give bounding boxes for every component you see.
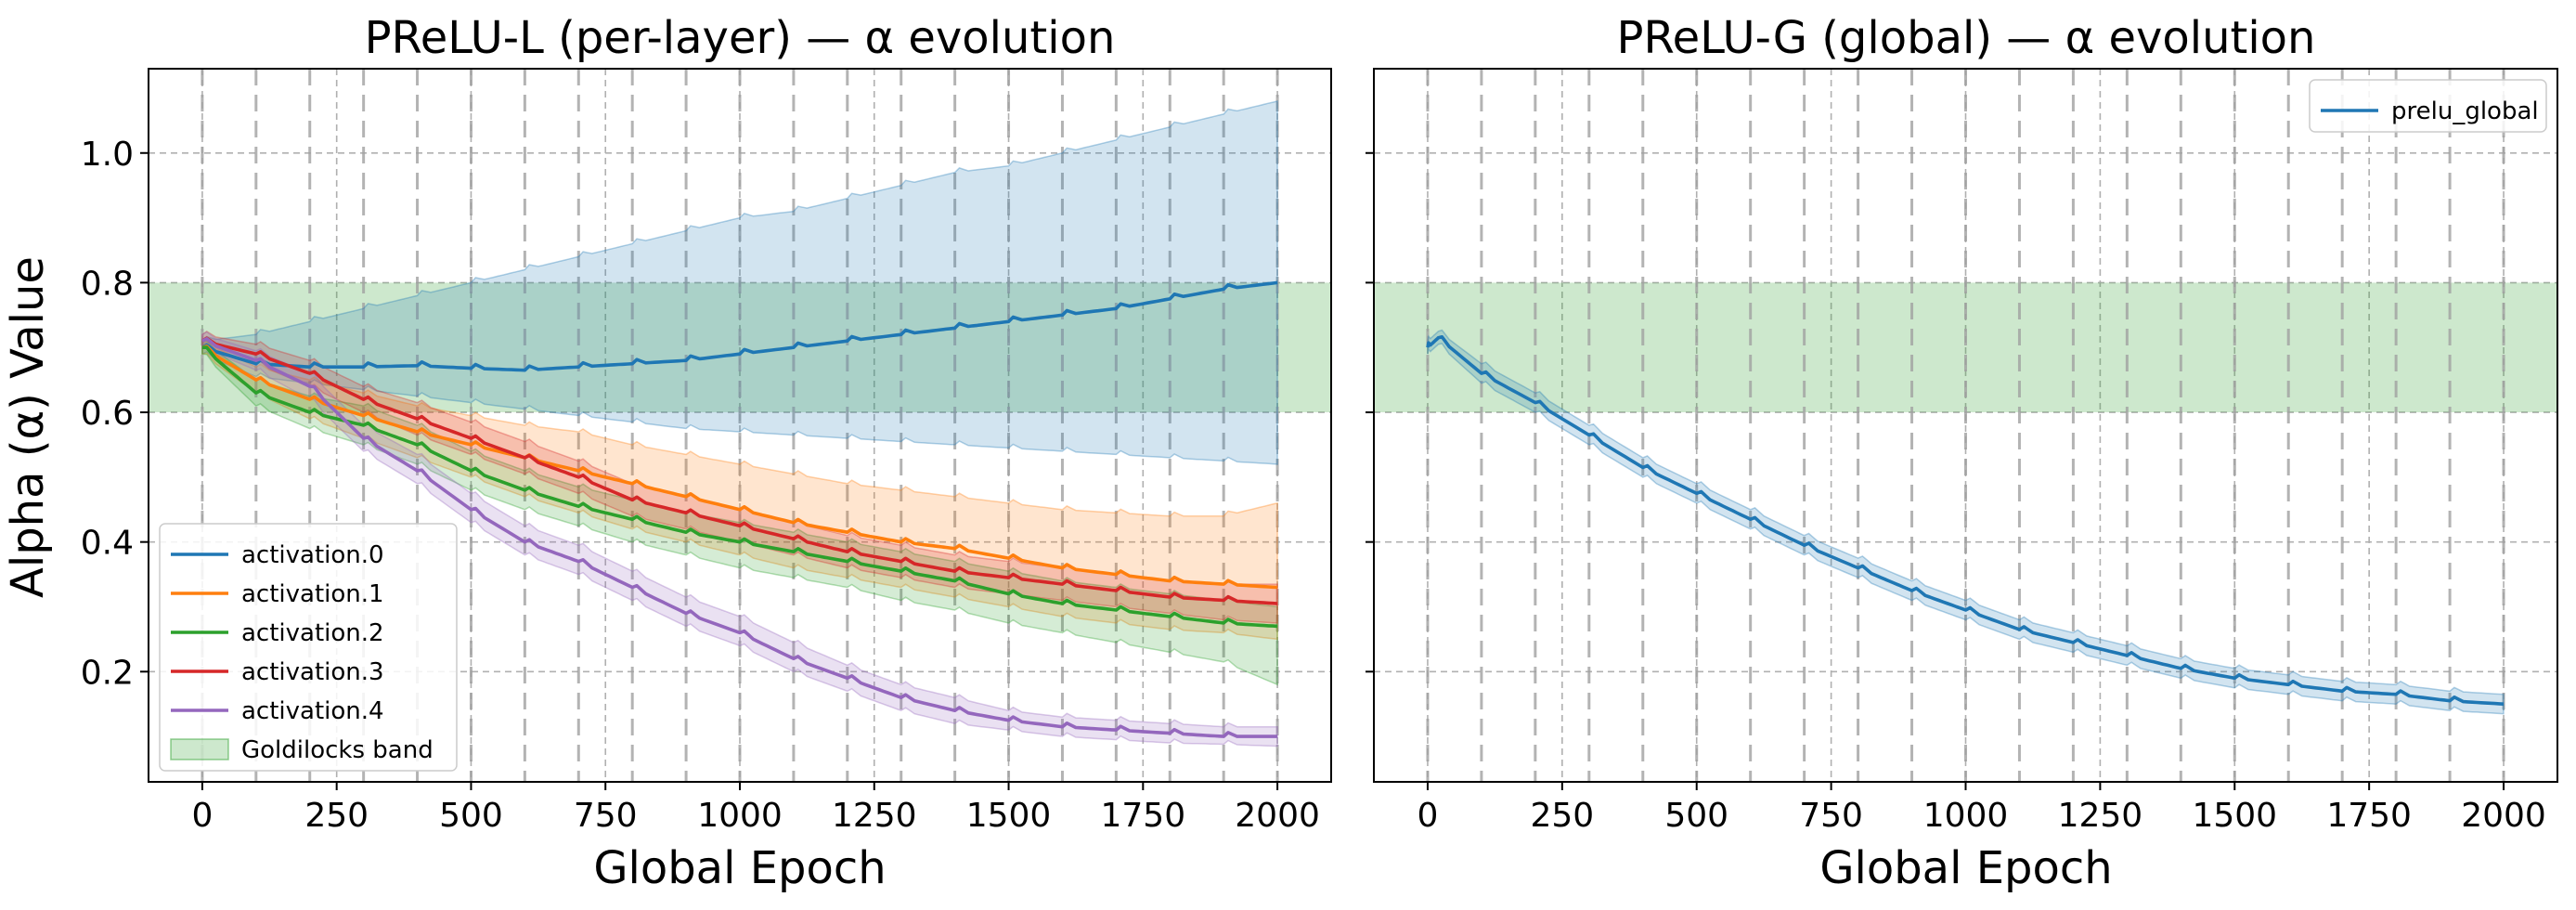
x-axis-label-left: Global Epoch bbox=[593, 842, 886, 894]
line-activation-0 bbox=[201, 280, 1278, 372]
x-tick-label-r-1: 250 bbox=[1530, 797, 1594, 835]
plot-area-right: 0 250 500 750 1000 1250 1500 1750 2000 prelu_glob… bbox=[1366, 68, 2558, 835]
x-tick-label-l-3: 750 bbox=[574, 797, 638, 835]
x-tick-label-r-0: 0 bbox=[1417, 797, 1439, 835]
x-tick-label-r-7: 1750 bbox=[2326, 797, 2412, 835]
legend-swatch-goldilocks bbox=[170, 738, 229, 760]
x-tick-label-r-3: 750 bbox=[1799, 797, 1863, 835]
band-activation-1 bbox=[201, 338, 1278, 641]
legend-label-r-0: prelu_global bbox=[2391, 98, 2539, 125]
x-tick-label-l-2: 500 bbox=[439, 797, 503, 835]
plot-area-left: 0 250 500 750 1000 1250 1500 1750 2000 0.2 0.4 0.6 0… bbox=[81, 68, 1332, 835]
chart-title-left: PReLU-L (per-layer) — α evolution bbox=[365, 12, 1116, 64]
y-tick-label-l-2: 0.6 bbox=[81, 395, 134, 433]
legend-box-l bbox=[159, 523, 458, 772]
legend-label-l-5: Goldilocks band bbox=[241, 736, 434, 764]
x-tick-label-l-8: 2000 bbox=[1235, 797, 1320, 835]
line-activation-1 bbox=[201, 344, 1278, 590]
legend-label-l-1: activation.1 bbox=[241, 580, 384, 608]
x-tick-label-l-1: 250 bbox=[304, 797, 369, 835]
line-prelu_global bbox=[1426, 335, 2505, 706]
legend-label-l-2: activation.2 bbox=[241, 619, 384, 647]
y-tick-label-l-0: 0.2 bbox=[81, 654, 134, 692]
band-activation-3 bbox=[201, 331, 1278, 624]
y-axis-label: Alpha (α) Value bbox=[2, 256, 54, 598]
x-tick-label-l-7: 1750 bbox=[1101, 797, 1186, 835]
y-tick-label-l-3: 0.8 bbox=[81, 265, 134, 303]
legend-r: prelu_global bbox=[2309, 79, 2547, 133]
band-activation-2 bbox=[201, 339, 1278, 686]
x-tick-label-r-4: 1000 bbox=[1923, 797, 2009, 835]
x-tick-label-l-5: 1250 bbox=[832, 797, 917, 835]
legend-box-r bbox=[2309, 79, 2547, 133]
x-tick-label-r-8: 2000 bbox=[2461, 797, 2546, 835]
legend-l: activation.0 activation.1 activation.2 acti… bbox=[159, 523, 458, 772]
line-activation-2 bbox=[201, 345, 1278, 629]
x-tick-label-r-2: 500 bbox=[1664, 797, 1728, 835]
x-tick-label-l-4: 1000 bbox=[697, 797, 783, 835]
legend-label-l-3: activation.3 bbox=[241, 658, 384, 686]
chart-title-right: PReLU-G (global) — α evolution bbox=[1617, 12, 2316, 64]
x-tick-label-l-6: 1500 bbox=[966, 797, 1052, 835]
line-activation-3 bbox=[201, 336, 1278, 605]
band-activation-0 bbox=[201, 99, 1278, 465]
x-tick-label-l-0: 0 bbox=[191, 797, 213, 835]
y-tick-label-l-4: 1.0 bbox=[81, 136, 134, 174]
panel-prelu-g: PReLU-G (global) — α evolution Global Ep… bbox=[1366, 12, 2558, 894]
band-prelu_global bbox=[1427, 329, 2505, 715]
panel-prelu-l: PReLU-L (per-layer) — α evolution Global… bbox=[2, 12, 1332, 894]
x-tick-label-r-6: 1500 bbox=[2192, 797, 2277, 835]
x-axis-label-right: Global Epoch bbox=[1819, 842, 2112, 894]
x-tick-label-r-5: 1250 bbox=[2058, 797, 2143, 835]
line-activation-4 bbox=[201, 337, 1278, 738]
legend-label-l-4: activation.4 bbox=[241, 697, 384, 725]
y-tick-label-l-1: 0.4 bbox=[81, 525, 134, 563]
legend-label-l-0: activation.0 bbox=[241, 541, 384, 569]
